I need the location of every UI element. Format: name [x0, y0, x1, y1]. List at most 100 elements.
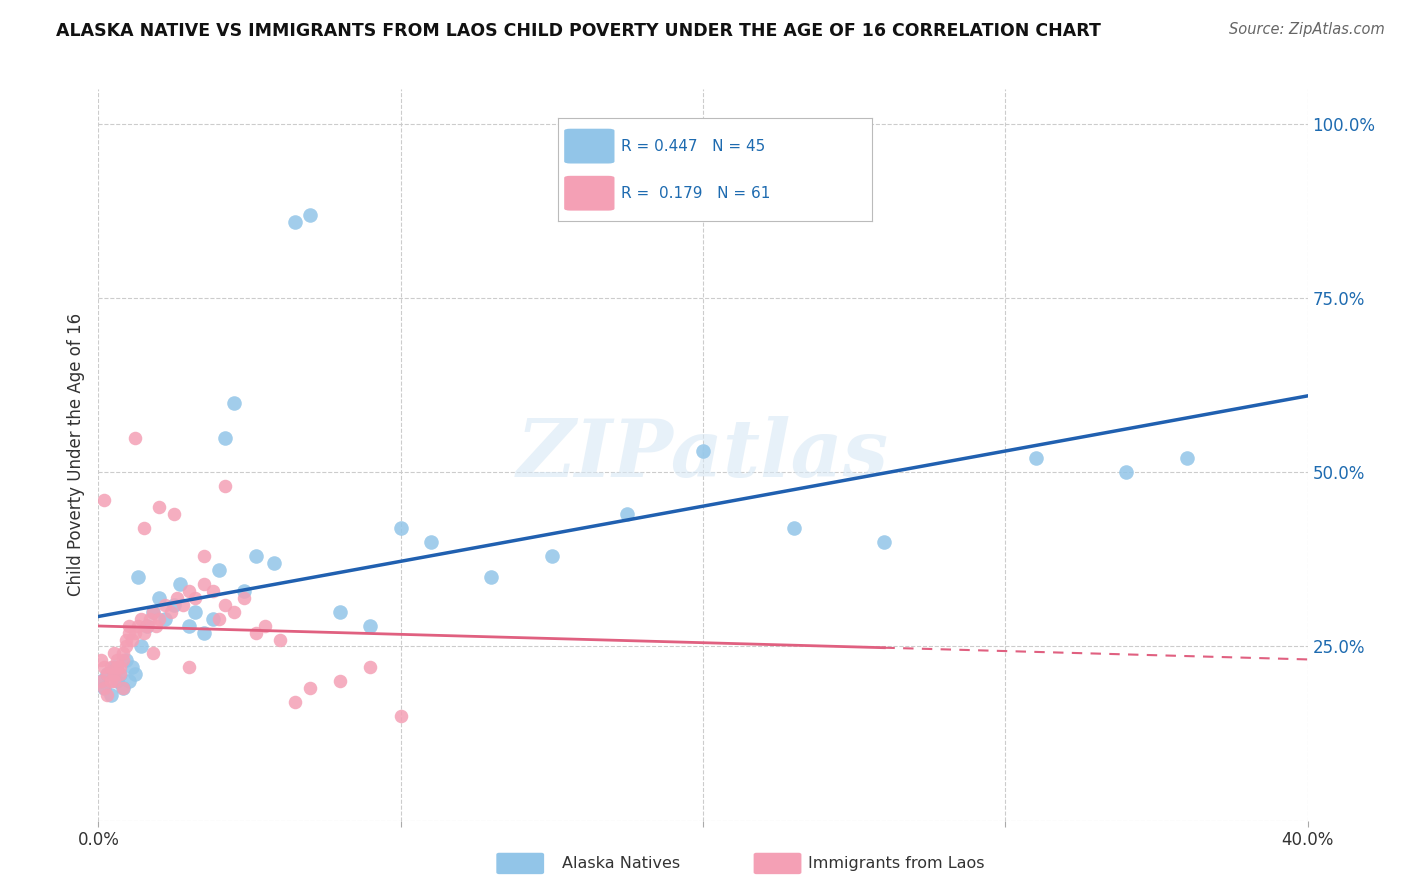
Point	[179, 618, 201, 632]
Text: ALASKA NATIVE VS IMMIGRANTS FROM LAOS CHILD POVERTY UNDER THE AGE OF 16 CORRELAT: ALASKA NATIVE VS IMMIGRANTS FROM LAOS CH…	[56, 22, 1101, 40]
Point	[129, 640, 152, 654]
Point	[263, 556, 285, 570]
Point	[208, 563, 231, 577]
Point	[184, 591, 207, 605]
Point	[245, 549, 267, 563]
Point	[93, 660, 115, 674]
Point	[96, 667, 118, 681]
Point	[111, 647, 134, 661]
Point	[135, 618, 157, 632]
Point	[163, 598, 186, 612]
Point	[103, 647, 125, 661]
Point	[329, 605, 352, 619]
Point	[232, 591, 254, 605]
Point	[166, 591, 188, 605]
Point	[1115, 466, 1137, 480]
Point	[100, 674, 122, 689]
Point	[172, 598, 194, 612]
Point	[118, 625, 141, 640]
Point	[184, 605, 207, 619]
Point	[360, 660, 382, 674]
Point	[124, 667, 146, 681]
Point	[132, 521, 155, 535]
Point	[299, 681, 322, 696]
Point	[169, 576, 191, 591]
Point	[193, 549, 215, 563]
Point	[873, 535, 896, 549]
Text: ZIPatlas: ZIPatlas	[517, 417, 889, 493]
Point	[105, 653, 128, 667]
Point	[148, 612, 170, 626]
Point	[93, 681, 115, 696]
Point	[105, 660, 128, 674]
Point	[121, 660, 143, 674]
Point	[93, 493, 115, 508]
Point	[103, 667, 125, 681]
Point	[224, 395, 246, 409]
Point	[103, 674, 125, 689]
Point	[129, 612, 152, 626]
Point	[111, 681, 134, 696]
Point	[121, 632, 143, 647]
Point	[284, 214, 307, 228]
Point	[90, 674, 112, 689]
Point	[118, 674, 141, 689]
Point	[193, 576, 215, 591]
Point	[148, 591, 170, 605]
Point	[135, 618, 157, 632]
Point	[616, 507, 638, 521]
Point	[202, 583, 225, 598]
Point	[253, 618, 276, 632]
Point	[90, 653, 112, 667]
Point	[124, 625, 146, 640]
Point	[389, 521, 412, 535]
Point	[108, 667, 131, 681]
Point	[93, 681, 115, 696]
Point	[108, 660, 131, 674]
Point	[284, 695, 307, 709]
Point	[783, 521, 806, 535]
Point	[103, 660, 125, 674]
Point	[148, 500, 170, 515]
Point	[389, 709, 412, 723]
Point	[692, 444, 714, 458]
Point	[481, 570, 503, 584]
Point	[124, 430, 146, 444]
Point	[105, 674, 128, 689]
Point	[127, 570, 149, 584]
Point	[202, 612, 225, 626]
Point	[145, 618, 167, 632]
Text: Alaska Natives: Alaska Natives	[562, 856, 681, 871]
Point	[214, 479, 236, 493]
Point	[118, 618, 141, 632]
Point	[139, 612, 162, 626]
Point	[299, 208, 322, 222]
Point	[245, 625, 267, 640]
Point	[142, 605, 165, 619]
Point	[142, 647, 165, 661]
Point	[1024, 451, 1046, 466]
Point	[214, 430, 236, 444]
Y-axis label: Child Poverty Under the Age of 16: Child Poverty Under the Age of 16	[67, 313, 86, 597]
Point	[208, 612, 231, 626]
Point	[540, 549, 562, 563]
Point	[269, 632, 291, 647]
Point	[114, 653, 136, 667]
Point	[420, 535, 443, 549]
Point	[111, 653, 134, 667]
Point	[1175, 451, 1198, 466]
Point	[179, 583, 201, 598]
Point	[153, 612, 176, 626]
Point	[360, 618, 382, 632]
Point	[132, 625, 155, 640]
Point	[142, 605, 165, 619]
Point	[114, 640, 136, 654]
Point	[100, 660, 122, 674]
Point	[224, 605, 246, 619]
Point	[90, 674, 112, 689]
Point	[114, 632, 136, 647]
Point	[96, 667, 118, 681]
Point	[163, 507, 186, 521]
Point	[232, 583, 254, 598]
Point	[96, 688, 118, 702]
